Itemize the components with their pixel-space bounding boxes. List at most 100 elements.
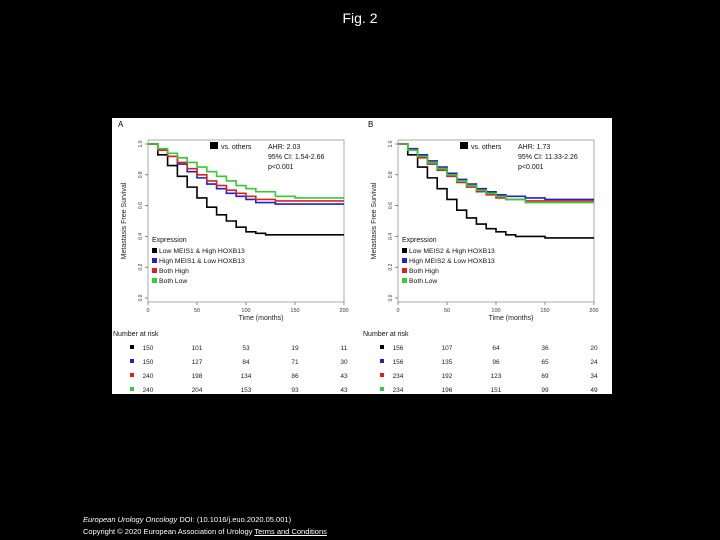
x-tick-label: 100	[241, 308, 250, 314]
y-tick-label: 0.0	[388, 294, 394, 301]
y-tick-label: 0.2	[388, 264, 394, 271]
risk-count: 204	[192, 387, 203, 394]
legend-swatch	[152, 278, 157, 283]
x-axis-label: Time (months)	[489, 315, 534, 322]
risk-count: 156	[393, 359, 404, 366]
risk-count: 65	[541, 359, 549, 366]
series-line	[148, 143, 344, 236]
y-tick-label: 0.8	[138, 171, 144, 178]
legend-label: Both Low	[159, 278, 187, 285]
risk-row-swatch	[130, 359, 134, 363]
y-tick-label: 0.2	[138, 264, 144, 271]
y-tick-label: 0.6	[138, 202, 144, 209]
risk-count: 84	[242, 359, 250, 366]
figure: A 0.0 0.2 0.4 0.6 0.8 1.0 0 50 100 150 200 Time (mon…	[112, 118, 612, 394]
risk-count: 71	[291, 359, 299, 366]
risk-count: 123	[491, 373, 502, 380]
citation-line: European Urology Oncology DOI: (10.1016/…	[83, 514, 327, 526]
risk-count: 99	[541, 387, 549, 394]
x-tick-label: 0	[146, 308, 149, 314]
hr-legend-label: vs. others	[471, 144, 502, 151]
legend-swatch	[152, 248, 157, 253]
legend-label: Both Low	[409, 278, 437, 285]
hr-legend-swatch	[210, 142, 218, 149]
panel-label: A	[118, 120, 124, 129]
risk-table-title: Number at risk	[363, 331, 409, 338]
risk-count: 150	[143, 359, 154, 366]
copyright-text: Copyright © 2020 European Association of…	[83, 527, 253, 536]
legend-label: Low MEIS1 & High HOXB13	[159, 248, 245, 255]
risk-count: 20	[590, 345, 598, 352]
x-tick-label: 200	[589, 308, 598, 314]
risk-count: 101	[192, 345, 203, 352]
risk-row-swatch	[130, 373, 134, 377]
legend-label: Both High	[409, 268, 439, 275]
x-axis-label: Time (months)	[239, 315, 284, 322]
y-axis-label: Metastasis Free Survival	[121, 182, 128, 259]
risk-count: 49	[590, 387, 598, 394]
panel-b: B 0.0 0.2 0.4 0.6 0.8 1.0 0 50 100 150 200 Time (mon…	[362, 118, 612, 394]
legend-label: High MEIS2 & Low HOXB13	[409, 258, 495, 265]
footer: European Urology Oncology DOI: (10.1016/…	[83, 514, 327, 538]
risk-count: 134	[241, 373, 252, 380]
risk-count: 150	[143, 345, 154, 352]
risk-count: 43	[340, 373, 348, 380]
legend-swatch	[402, 258, 407, 263]
risk-count: 53	[242, 345, 250, 352]
doi-text: DOI: (10.1016/j.euo.2020.05.001)	[177, 515, 292, 524]
y-tick-label: 0.0	[138, 294, 144, 301]
legend-swatch	[152, 258, 157, 263]
copyright-line: Copyright © 2020 European Association of…	[83, 526, 327, 538]
risk-count: 196	[442, 387, 453, 394]
risk-count: 107	[442, 345, 453, 352]
hr-stat-text: AHR: 1.73	[518, 144, 550, 151]
hr-legend-label: vs. others	[221, 144, 252, 151]
risk-count: 192	[442, 373, 453, 380]
risk-count: 34	[590, 373, 598, 380]
x-tick-label: 50	[444, 308, 450, 314]
risk-count: 36	[541, 345, 549, 352]
x-tick-label: 150	[540, 308, 549, 314]
risk-row-swatch	[130, 387, 134, 391]
y-tick-label: 0.4	[388, 233, 394, 240]
risk-row-swatch	[380, 373, 384, 377]
series-line	[148, 143, 344, 199]
series-line	[148, 143, 344, 202]
x-tick-label: 50	[194, 308, 200, 314]
risk-count: 153	[241, 387, 252, 394]
risk-count: 240	[143, 373, 154, 380]
risk-count: 135	[442, 359, 453, 366]
risk-count: 86	[291, 373, 299, 380]
risk-count: 64	[492, 345, 500, 352]
risk-count: 240	[143, 387, 154, 394]
legend-swatch	[402, 248, 407, 253]
legend-swatch	[402, 268, 407, 273]
risk-count: 43	[340, 387, 348, 394]
panel-a: A 0.0 0.2 0.4 0.6 0.8 1.0 0 50 100 150 200 Time (mon…	[112, 118, 362, 394]
hr-stat-text: p<0.001	[518, 164, 544, 171]
risk-row-swatch	[380, 387, 384, 391]
risk-count: 198	[192, 373, 203, 380]
risk-count: 11	[341, 345, 348, 352]
hr-legend-swatch	[460, 142, 468, 149]
hr-stat-text: 95% CI: 1.54-2.66	[268, 154, 325, 161]
risk-row-swatch	[130, 345, 134, 349]
legend-label: High MEIS1 & Low HOXB13	[159, 258, 245, 265]
risk-row-swatch	[380, 345, 384, 349]
x-tick-label: 150	[290, 308, 299, 314]
slide-title: Fig. 2	[342, 10, 378, 26]
risk-count: 96	[492, 359, 500, 366]
x-tick-label: 0	[396, 308, 399, 314]
y-tick-label: 0.8	[388, 171, 394, 178]
terms-link[interactable]: Terms and Conditions	[254, 527, 327, 536]
risk-count: 127	[192, 359, 203, 366]
y-axis-label: Metastasis Free Survival	[371, 182, 378, 259]
risk-count: 156	[393, 345, 404, 352]
x-tick-label: 200	[339, 308, 348, 314]
legend-title: Expression	[152, 237, 187, 244]
risk-count: 234	[393, 373, 404, 380]
risk-count: 19	[291, 345, 299, 352]
panel-label: B	[368, 120, 373, 129]
x-tick-label: 100	[491, 308, 500, 314]
legend-swatch	[152, 268, 157, 273]
